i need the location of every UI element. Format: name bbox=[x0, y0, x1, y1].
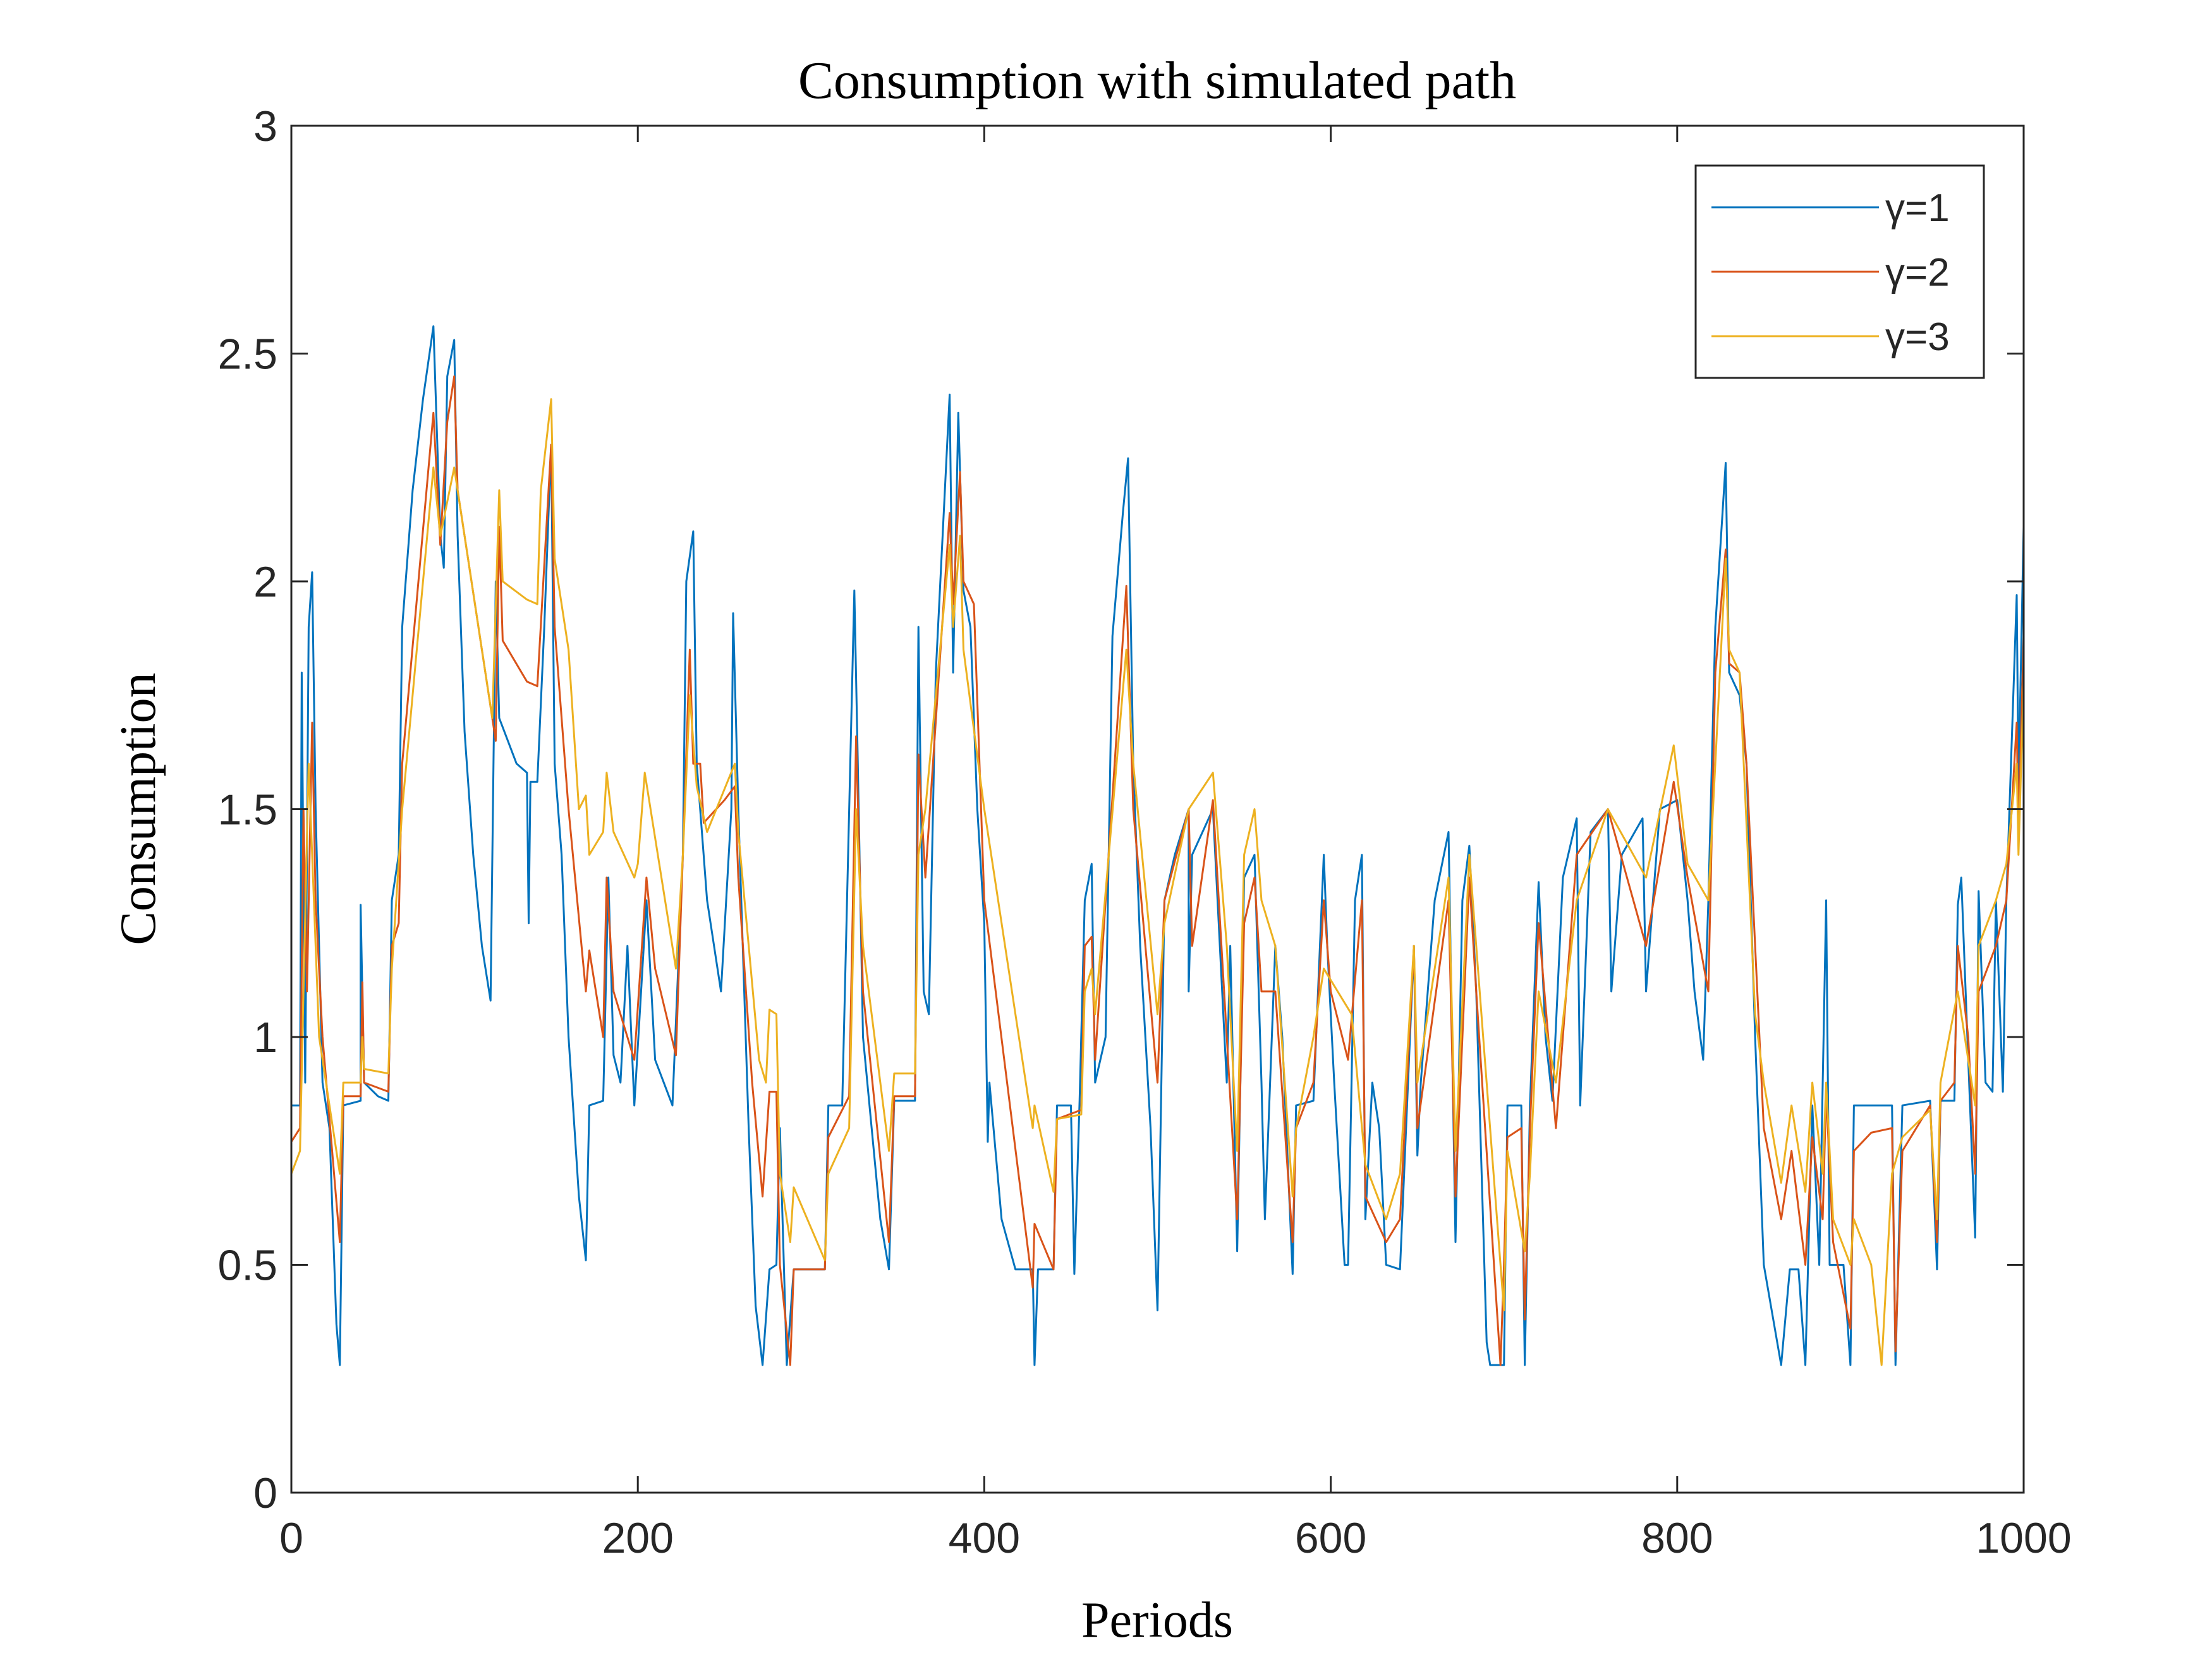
legend-label: γ=2 bbox=[1885, 251, 1950, 294]
x-tick-label: 0 bbox=[279, 1514, 303, 1562]
x-axis-label: Periods bbox=[1081, 1592, 1233, 1648]
y-tick-label: 2.5 bbox=[217, 331, 277, 379]
x-tick-label: 800 bbox=[1641, 1514, 1713, 1562]
x-tick-label: 1000 bbox=[1976, 1514, 2071, 1562]
y-tick-label: 0.5 bbox=[217, 1242, 277, 1290]
series-line bbox=[290, 398, 2025, 1366]
x-tick-label: 400 bbox=[949, 1514, 1020, 1562]
y-tick-label: 2 bbox=[253, 558, 277, 606]
legend-label: γ=3 bbox=[1885, 315, 1950, 359]
chart-title: Consumption with simulated path bbox=[798, 51, 1516, 110]
y-tick-label: 0 bbox=[253, 1469, 277, 1517]
series-line bbox=[291, 325, 2025, 1366]
y-axis-label: Consumption bbox=[111, 672, 166, 945]
x-tick-label: 600 bbox=[1295, 1514, 1366, 1562]
y-tick-label: 1.5 bbox=[217, 786, 277, 834]
y-tick-label: 1 bbox=[253, 1014, 277, 1062]
y-tick-label: 3 bbox=[253, 102, 277, 150]
x-tick-label: 200 bbox=[602, 1514, 673, 1562]
legend-label: γ=1 bbox=[1885, 186, 1950, 230]
